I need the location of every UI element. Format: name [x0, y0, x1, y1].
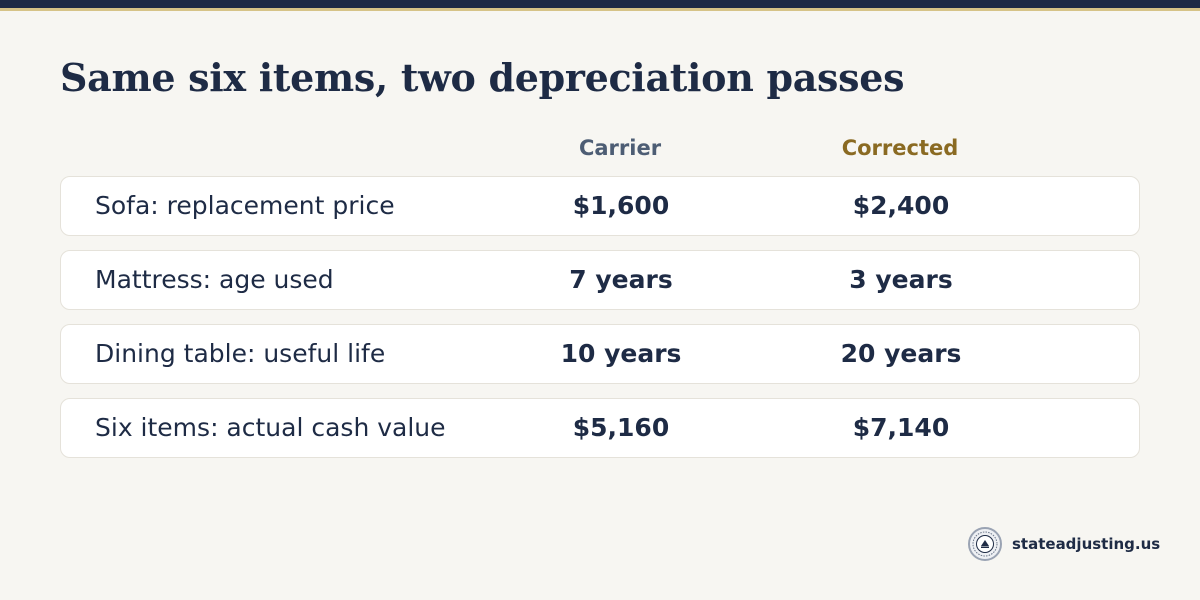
carrier-value: 10 years	[560, 339, 682, 368]
carrier-value: 7 years	[569, 265, 673, 294]
top-accent-rule	[0, 8, 1200, 11]
top-accent-bar	[0, 0, 1200, 8]
table-row: Sofa: replacement price $1,600 $2,400	[60, 176, 1140, 236]
row-label: Sofa: replacement price	[95, 191, 395, 220]
corrected-value: $7,140	[852, 413, 950, 442]
corrected-value: 20 years	[840, 339, 962, 368]
footer-brand: stateadjusting.us	[968, 526, 1160, 562]
seal-logo-icon	[968, 527, 1002, 561]
site-domain[interactable]: stateadjusting.us	[1012, 535, 1161, 553]
row-label: Dining table: useful life	[95, 339, 386, 368]
column-header-corrected: Corrected	[841, 136, 959, 160]
corrected-value: 3 years	[849, 265, 953, 294]
row-label: Six items: actual cash value	[95, 413, 446, 442]
page-title: Same six items, two depreciation passes	[60, 55, 905, 100]
carrier-value: $1,600	[572, 191, 670, 220]
table-row: Six items: actual cash value $5,160 $7,1…	[60, 398, 1140, 458]
table-row: Mattress: age used 7 years 3 years	[60, 250, 1140, 310]
corrected-value: $2,400	[852, 191, 950, 220]
row-label: Mattress: age used	[95, 265, 334, 294]
column-header-carrier: Carrier	[578, 136, 662, 160]
comparison-table: Sofa: replacement price $1,600 $2,400 Ma…	[60, 176, 1140, 472]
table-row: Dining table: useful life 10 years 20 ye…	[60, 324, 1140, 384]
carrier-value: $5,160	[572, 413, 670, 442]
